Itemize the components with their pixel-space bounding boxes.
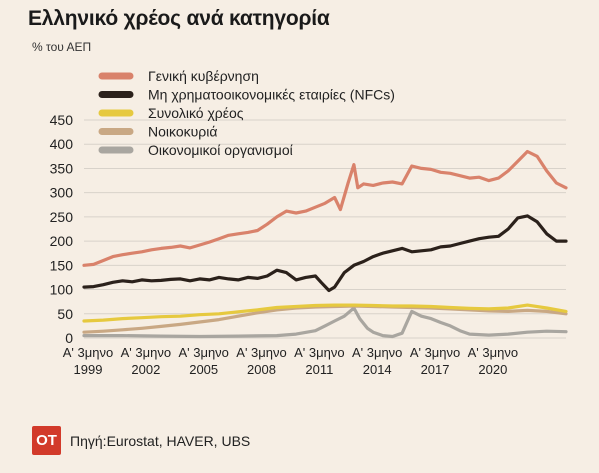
legend-label: Γενική κυβέρνηση xyxy=(148,68,259,84)
x-tick-label: Α' 3μηνο 2011 xyxy=(294,345,344,377)
series-line-0 xyxy=(82,149,568,267)
x-tick-line1: Α' 3μηνο xyxy=(352,345,402,360)
legend-item: Συνολικό χρέος xyxy=(98,105,244,121)
grid-lines xyxy=(84,119,566,339)
x-tick-label: Α' 3μηνο 1999 xyxy=(63,345,113,377)
source-note: Πηγή:Eurostat, HAVER, UBS xyxy=(70,433,251,449)
series-lines xyxy=(82,149,568,339)
x-tick-label: Α' 3μηνο 2020 xyxy=(468,345,518,377)
x-tick-line2: 2005 xyxy=(189,362,218,377)
x-tick-line2: 2008 xyxy=(247,362,276,377)
x-tick-label: Α' 3μηνο 2005 xyxy=(178,345,228,377)
y-axis-unit: % του ΑΕΠ xyxy=(32,40,92,54)
y-axis-labels: 0 50 100 150 200 250 300 350 400 450 xyxy=(50,112,74,346)
legend: Γενική κυβέρνηση Μη χρηματοοικονομικές ετ… xyxy=(98,68,395,158)
x-tick-line1: Α' 3μηνο xyxy=(468,345,518,360)
legend-label: Νοικοκυριά xyxy=(148,124,217,140)
y-tick-label: 150 xyxy=(50,257,74,273)
x-tick-label: Α' 3μηνο 2002 xyxy=(121,345,171,377)
ot-logo: OT xyxy=(32,426,61,455)
y-tick-label: 100 xyxy=(50,282,74,298)
x-tick-line1: Α' 3μηνο xyxy=(63,345,113,360)
x-tick-line2: 2014 xyxy=(363,362,392,377)
x-tick-line1: Α' 3μηνο xyxy=(121,345,171,360)
series-line-4 xyxy=(82,306,568,339)
x-tick-line2: 2017 xyxy=(421,362,450,377)
y-tick-label: 0 xyxy=(65,330,73,346)
x-tick-line1: Α' 3μηνο xyxy=(236,345,286,360)
y-tick-label: 200 xyxy=(50,233,74,249)
x-tick-line2: 1999 xyxy=(74,362,103,377)
legend-item: Γενική κυβέρνηση xyxy=(98,68,259,84)
x-tick-line2: 2002 xyxy=(131,362,160,377)
chart-title: Ελληνικό χρέος ανά κατηγορία xyxy=(28,7,330,30)
y-tick-label: 50 xyxy=(57,306,73,322)
y-tick-label: 450 xyxy=(50,112,74,128)
series-line-1 xyxy=(82,214,568,293)
y-tick-label: 350 xyxy=(50,160,74,176)
legend-item: Μη χρηματοοικονομικές εταιρίες (NFCs) xyxy=(98,87,395,103)
x-tick-label: Α' 3μηνο 2014 xyxy=(352,345,402,377)
x-tick-label: Α' 3μηνο 2017 xyxy=(410,345,460,377)
x-tick-line2: 2020 xyxy=(478,362,507,377)
y-tick-label: 250 xyxy=(50,209,74,225)
y-tick-label: 400 xyxy=(50,136,74,152)
series-line-2 xyxy=(82,303,568,323)
x-tick-line1: Α' 3μηνο xyxy=(178,345,228,360)
legend-label: Οικονομικοί οργανισμοί xyxy=(148,142,293,158)
x-tick-line1: Α' 3μηνο xyxy=(294,345,344,360)
x-tick-label: Α' 3μηνο 2008 xyxy=(236,345,286,377)
x-tick-line1: Α' 3μηνο xyxy=(410,345,460,360)
legend-label: Μη χρηματοοικονομικές εταιρίες (NFCs) xyxy=(148,87,395,103)
legend-label: Συνολικό χρέος xyxy=(148,105,244,121)
y-tick-label: 300 xyxy=(50,185,74,201)
legend-item: Νοικοκυριά xyxy=(98,124,217,140)
x-tick-line2: 2011 xyxy=(305,362,333,377)
legend-item: Οικονομικοί οργανισμοί xyxy=(98,142,293,158)
